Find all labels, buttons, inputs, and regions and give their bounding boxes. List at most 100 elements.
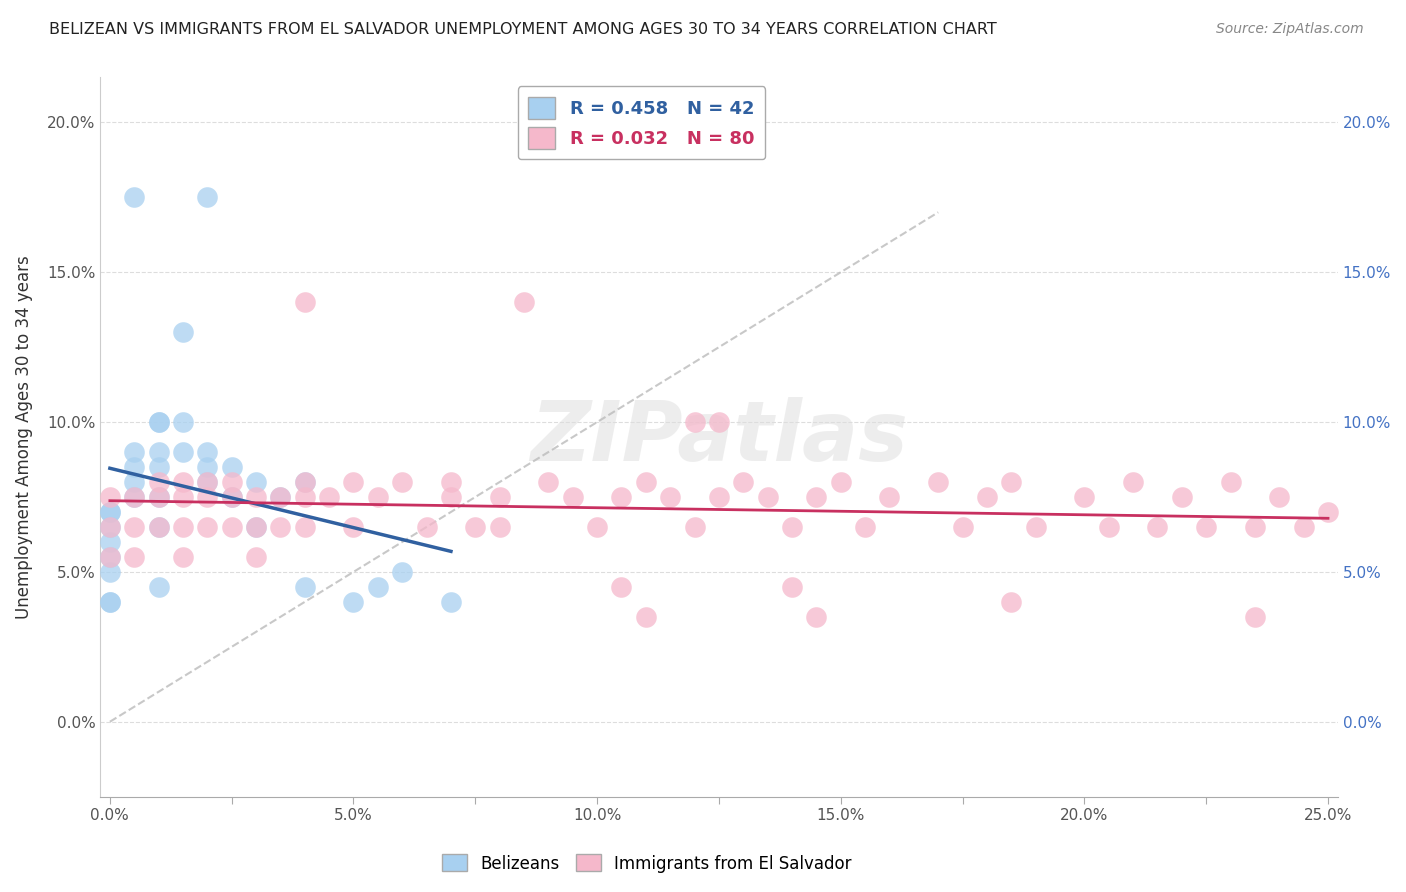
Legend: R = 0.458   N = 42, R = 0.032   N = 80: R = 0.458 N = 42, R = 0.032 N = 80 [517, 87, 765, 160]
Point [122, 490, 145, 504]
Point [122, 549, 145, 564]
Point [98, 490, 121, 504]
Point [806, 610, 828, 624]
Point [342, 475, 364, 489]
Point [780, 580, 803, 594]
Point [780, 520, 803, 534]
Point [1195, 520, 1218, 534]
Point [659, 490, 682, 504]
Point [806, 490, 828, 504]
Point [294, 295, 316, 310]
Point [245, 490, 267, 504]
Point [195, 190, 218, 204]
Point [148, 520, 170, 534]
Point [561, 490, 583, 504]
Point [707, 415, 730, 429]
Point [98, 505, 121, 519]
Point [367, 580, 389, 594]
Point [488, 490, 510, 504]
Point [1244, 520, 1267, 534]
Point [1025, 520, 1047, 534]
Point [195, 445, 218, 459]
Point [294, 475, 316, 489]
Point [221, 475, 243, 489]
Point [586, 520, 609, 534]
Point [195, 475, 218, 489]
Point [294, 490, 316, 504]
Point [683, 415, 706, 429]
Point [683, 520, 706, 534]
Point [707, 490, 730, 504]
Point [294, 520, 316, 534]
Point [610, 490, 633, 504]
Point [98, 595, 121, 609]
Point [148, 460, 170, 475]
Point [464, 520, 486, 534]
Point [1098, 520, 1121, 534]
Point [172, 415, 194, 429]
Point [245, 520, 267, 534]
Point [98, 549, 121, 564]
Point [148, 415, 170, 429]
Point [440, 490, 463, 504]
Point [440, 595, 463, 609]
Point [172, 490, 194, 504]
Point [172, 520, 194, 534]
Point [342, 595, 364, 609]
Point [294, 580, 316, 594]
Point [195, 520, 218, 534]
Point [733, 475, 755, 489]
Point [1244, 610, 1267, 624]
Point [98, 520, 121, 534]
Text: ZIPatlas: ZIPatlas [530, 397, 908, 477]
Point [172, 549, 194, 564]
Point [245, 520, 267, 534]
Point [148, 490, 170, 504]
Point [148, 475, 170, 489]
Point [122, 475, 145, 489]
Point [1122, 475, 1144, 489]
Point [122, 520, 145, 534]
Point [415, 520, 437, 534]
Point [98, 505, 121, 519]
Point [245, 475, 267, 489]
Point [1000, 595, 1022, 609]
Legend: Belizeans, Immigrants from El Salvador: Belizeans, Immigrants from El Salvador [434, 847, 859, 880]
Point [1268, 490, 1291, 504]
Point [927, 475, 949, 489]
Point [195, 460, 218, 475]
Point [488, 520, 510, 534]
Point [172, 475, 194, 489]
Point [853, 520, 876, 534]
Point [976, 490, 998, 504]
Point [610, 580, 633, 594]
Point [1000, 475, 1022, 489]
Point [122, 460, 145, 475]
Point [148, 520, 170, 534]
Point [1073, 490, 1095, 504]
Point [245, 549, 267, 564]
Point [221, 490, 243, 504]
Point [1317, 505, 1340, 519]
Point [195, 475, 218, 489]
Point [98, 520, 121, 534]
Point [440, 475, 463, 489]
Point [221, 490, 243, 504]
Point [952, 520, 974, 534]
Point [221, 460, 243, 475]
Point [294, 475, 316, 489]
Point [634, 610, 657, 624]
Point [98, 565, 121, 579]
Point [148, 490, 170, 504]
Point [756, 490, 779, 504]
Point [269, 490, 291, 504]
Point [269, 520, 291, 534]
Point [391, 565, 413, 579]
Point [221, 520, 243, 534]
Point [367, 490, 389, 504]
Point [1146, 520, 1168, 534]
Text: Source: ZipAtlas.com: Source: ZipAtlas.com [1216, 22, 1364, 37]
Point [830, 475, 852, 489]
Point [98, 535, 121, 549]
Point [634, 475, 657, 489]
